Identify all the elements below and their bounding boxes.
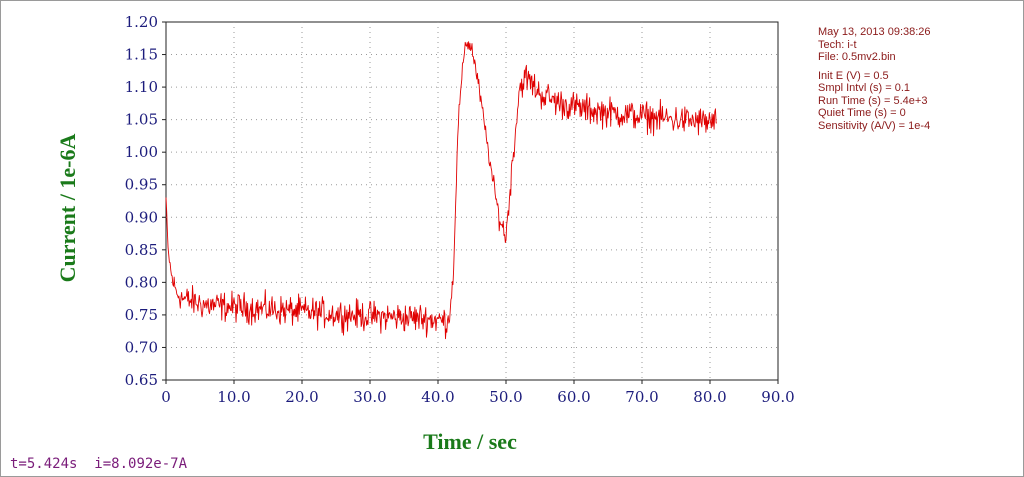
experiment-info-panel: May 13, 2013 09:38:26 Tech: i-t File: 0.… — [818, 26, 931, 132]
info-date-time: May 13, 2013 09:38:26 — [818, 26, 931, 38]
axis-ticks: 0 10.0 20.0 30.0 40.0 50.0 60.0 70.0 80.0 90.0 0.6… — [125, 13, 795, 406]
x-tick-label: 40.0 — [421, 388, 454, 406]
y-tick-label: 1.00 — [125, 143, 158, 161]
x-tick-label: 10.0 — [217, 388, 250, 406]
info-quiet-time: Quiet Time (s) = 0 — [818, 107, 906, 119]
y-tick-label: 0.80 — [125, 273, 158, 291]
y-tick-label: 0.90 — [125, 208, 158, 226]
y-tick-label: 1.10 — [125, 78, 158, 96]
current-trace — [165, 41, 717, 340]
cursor-readout: t=5.424s i=8.092e-7A — [10, 456, 187, 472]
current-trace-line — [165, 41, 717, 340]
x-tick-label: 30.0 — [353, 388, 386, 406]
y-tick-label: 0.95 — [125, 176, 158, 194]
x-tick-label: 20.0 — [285, 388, 318, 406]
y-tick-label: 0.85 — [125, 241, 158, 259]
x-tick-label: 50.0 — [489, 388, 522, 406]
info-file: File: 0.5mv2.bin — [818, 51, 896, 63]
grid — [166, 22, 778, 380]
y-axis-label: Current / 1e-6A — [55, 133, 80, 283]
x-tick-label: 80.0 — [693, 388, 726, 406]
x-tick-label: 70.0 — [625, 388, 658, 406]
y-tick-label: 0.65 — [125, 371, 158, 389]
info-run-time: Run Time (s) = 5.4e+3 — [818, 94, 928, 107]
x-tick-label: 60.0 — [557, 388, 590, 406]
y-tick-label: 1.15 — [125, 46, 158, 64]
y-tick-label: 0.75 — [125, 306, 158, 324]
info-sensitivity: Sensitivity (A/V) = 1e-4 — [818, 119, 931, 132]
info-tech: Tech: i-t — [818, 38, 857, 51]
cursor-time: t=5.424s — [10, 456, 78, 472]
x-tick-label: 90.0 — [761, 388, 794, 406]
x-axis-label: Time / sec — [423, 429, 517, 454]
info-init-e: Init E (V) = 0.5 — [818, 69, 889, 82]
info-sample-interval: Smpl Intvl (s) = 0.1 — [818, 82, 911, 94]
y-tick-label: 1.20 — [125, 13, 158, 31]
cursor-current: i=8.092e-7A — [94, 456, 188, 472]
y-tick-label: 1.05 — [125, 111, 158, 129]
y-tick-label: 0.70 — [125, 338, 158, 356]
x-tick-label: 0 — [161, 388, 171, 406]
plot-area — [165, 21, 779, 381]
